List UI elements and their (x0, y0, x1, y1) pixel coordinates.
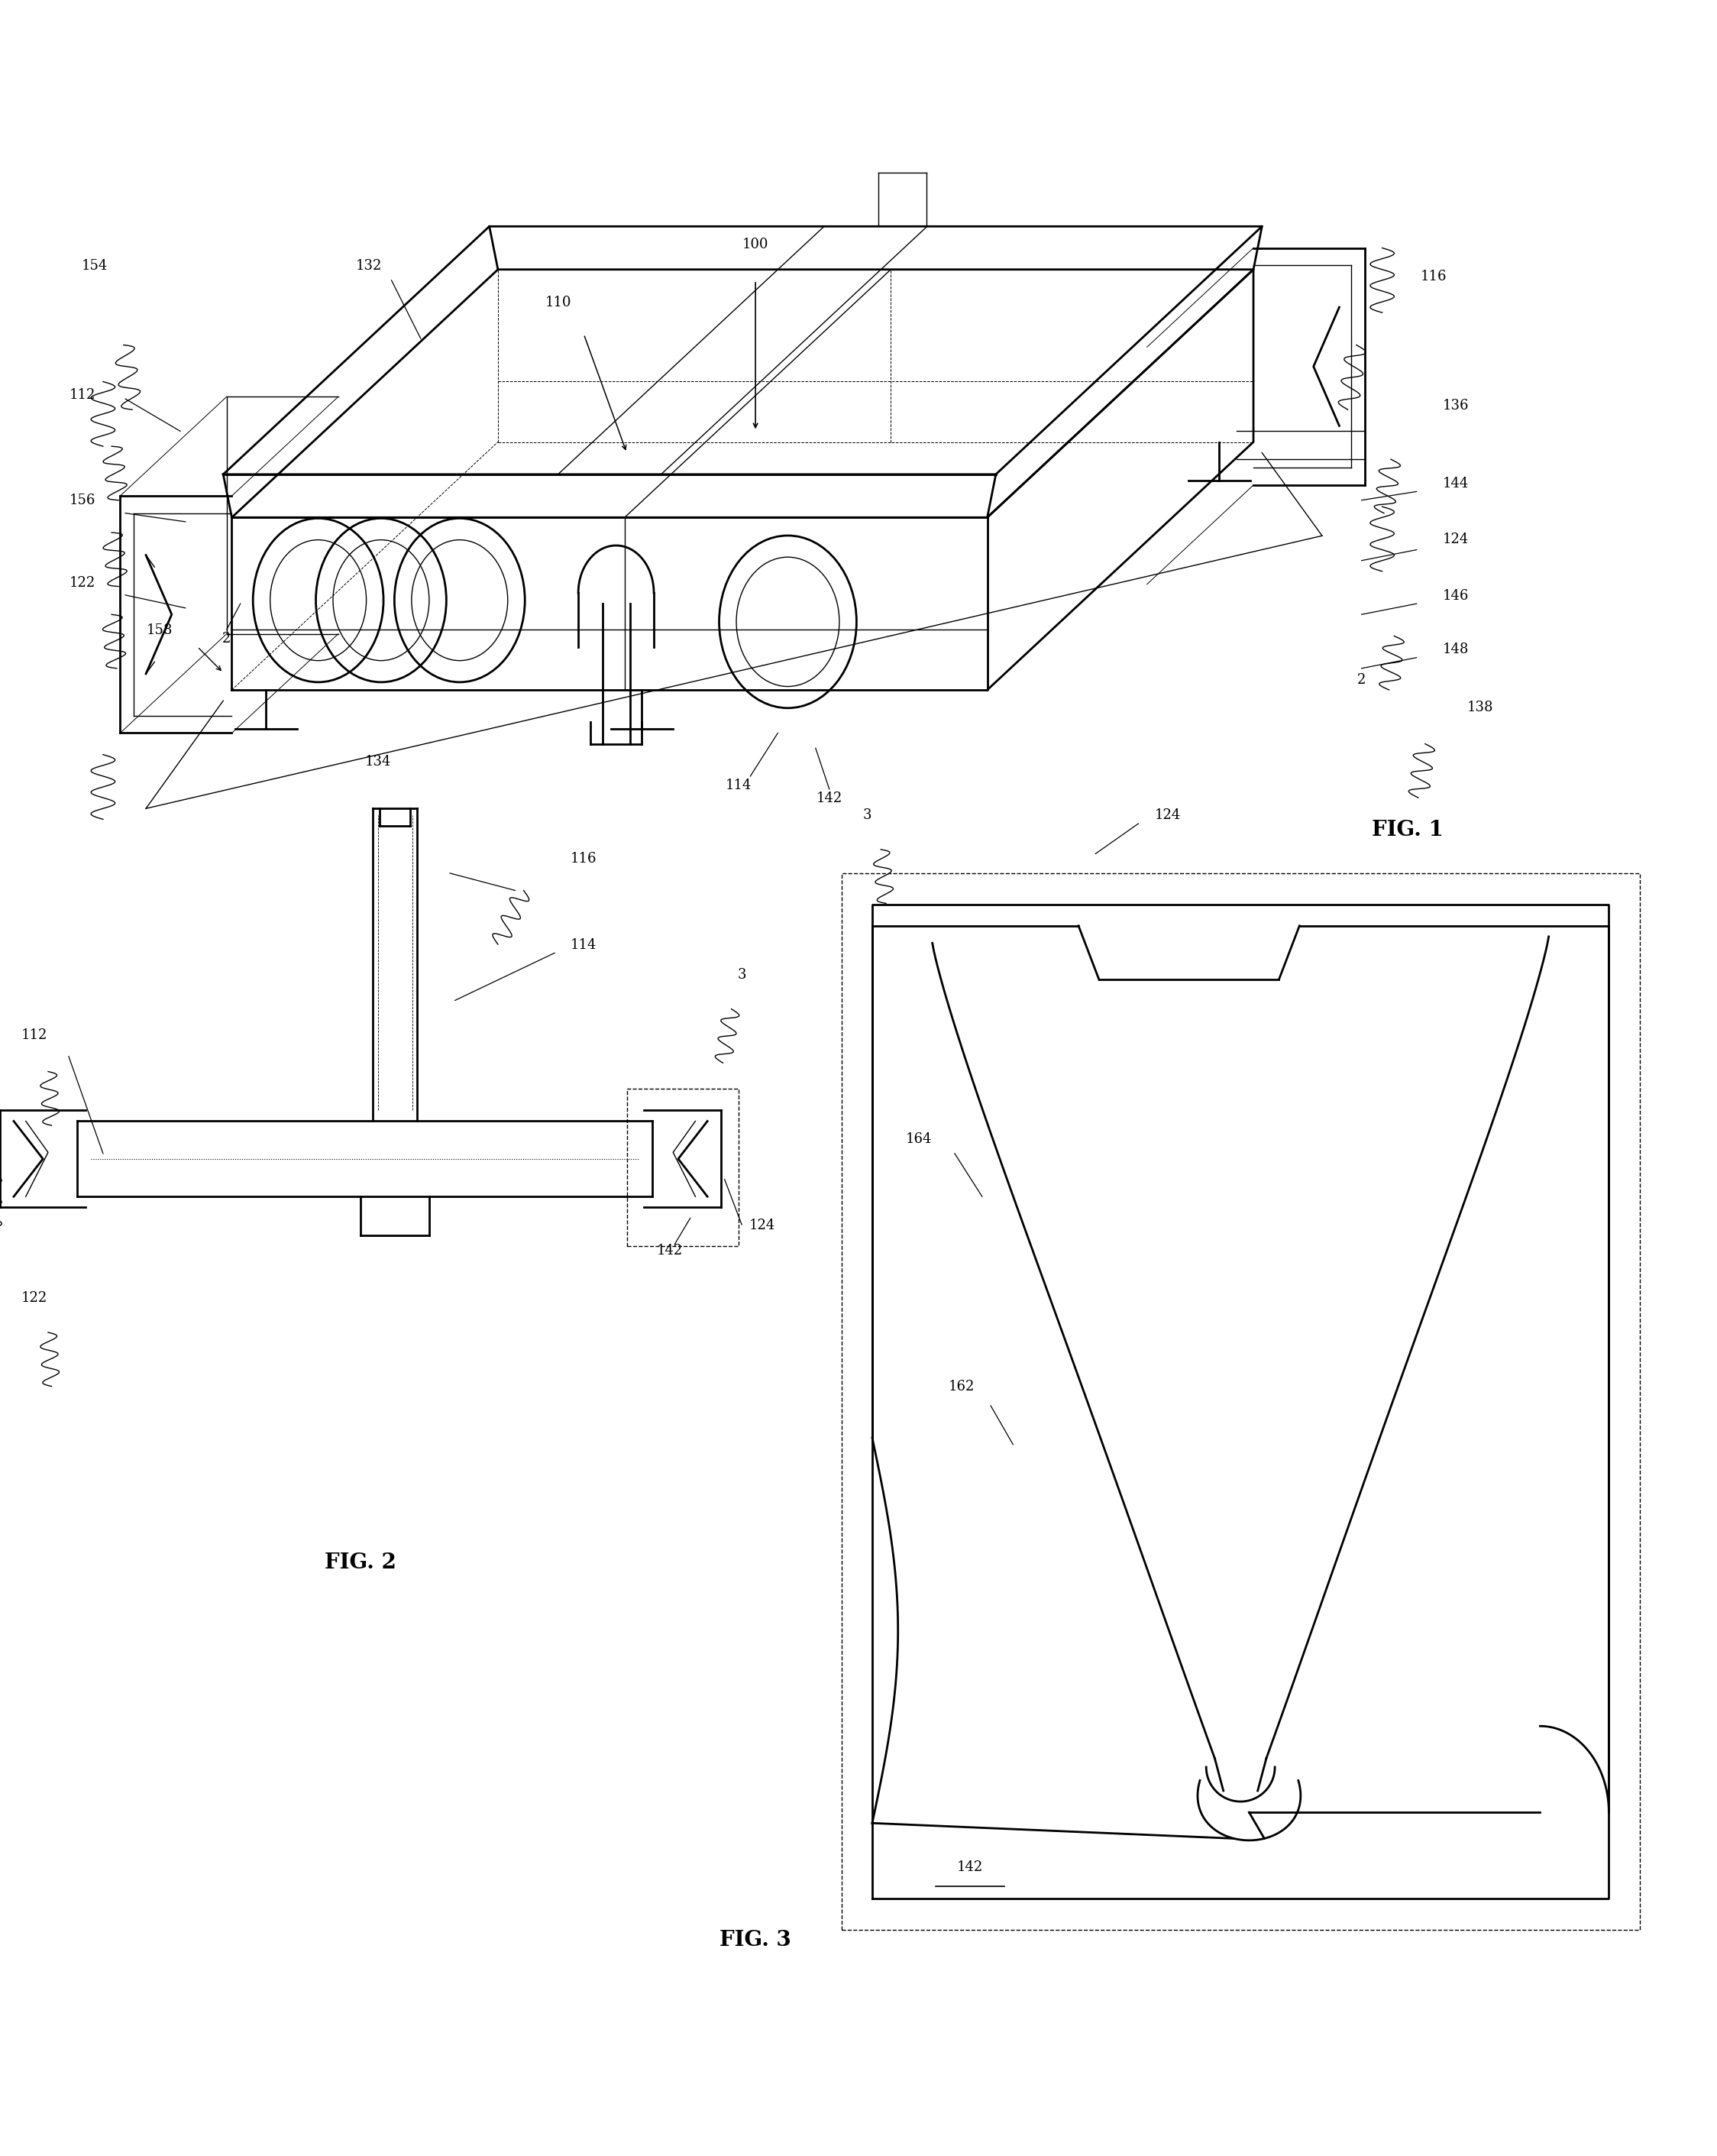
Text: 136: 136 (1442, 399, 1470, 412)
Text: 144: 144 (1442, 476, 1470, 489)
Text: 3: 3 (862, 808, 872, 821)
Text: 112: 112 (69, 388, 96, 401)
Text: 112: 112 (21, 1028, 48, 1041)
Text: 156: 156 (69, 494, 96, 507)
Text: 164: 164 (905, 1132, 932, 1145)
Text: 134: 134 (364, 755, 391, 768)
Text: 114: 114 (570, 938, 598, 951)
Text: FIG. 1: FIG. 1 (1372, 819, 1444, 841)
Text: 2: 2 (1356, 673, 1367, 686)
Text: 3: 3 (737, 968, 747, 981)
Text: 116: 116 (570, 852, 598, 865)
Text: 100: 100 (742, 237, 769, 250)
Text: 114: 114 (725, 778, 752, 791)
Text: 122: 122 (21, 1291, 48, 1304)
Text: 142: 142 (816, 791, 843, 804)
Text: 116: 116 (1420, 270, 1447, 282)
Text: 124: 124 (1154, 808, 1181, 821)
Text: 154: 154 (81, 259, 108, 272)
Text: 124: 124 (1442, 533, 1470, 545)
Text: 148: 148 (1442, 642, 1470, 655)
Text: 2: 2 (221, 632, 232, 645)
Text: 132: 132 (355, 259, 383, 272)
Text: 142: 142 (656, 1244, 683, 1257)
Text: 146: 146 (1442, 589, 1470, 602)
Text: 162: 162 (948, 1380, 975, 1393)
Text: 124: 124 (749, 1218, 776, 1231)
Text: FIG. 2: FIG. 2 (325, 1552, 397, 1574)
Text: 158: 158 (146, 623, 173, 636)
Text: 110: 110 (544, 295, 572, 308)
Text: 138: 138 (1466, 701, 1494, 714)
Text: FIG. 3: FIG. 3 (719, 1930, 792, 1951)
Text: 142: 142 (956, 1861, 984, 1874)
Text: 122: 122 (69, 576, 96, 589)
